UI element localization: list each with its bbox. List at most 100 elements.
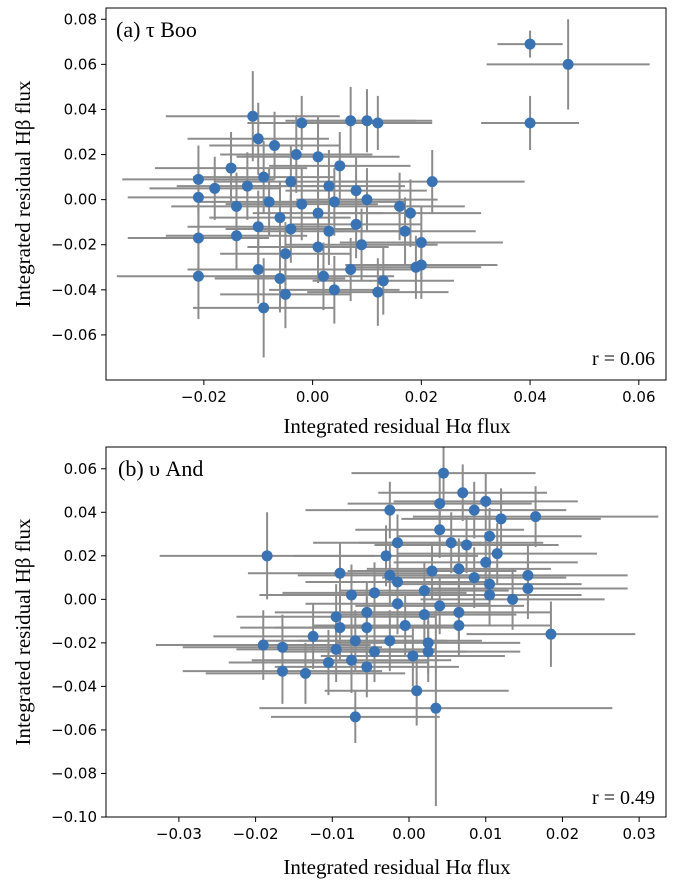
panel-b-point-39: [361, 622, 373, 634]
panel-b-x-axis-label: Integrated residual Hα flux: [283, 855, 511, 879]
panel-a-point-16: [209, 182, 221, 194]
panel-a-point-43: [192, 270, 204, 282]
panel-a-point-39: [312, 241, 324, 253]
panel-b: −0.03 −0.02 −0.01 0.00 0.01 0.02 0.03 −0.10−0.…: [11, 446, 667, 879]
panel-b-xtick-label-3: 0.00: [392, 825, 425, 843]
panel-a-axes-frame: [105, 7, 667, 381]
panel-b-point-38: [453, 619, 465, 631]
panel-b-point-17: [453, 563, 465, 575]
panel-b-point-6: [495, 513, 507, 525]
panel-a-xtick-label-2: 0.02: [405, 388, 438, 406]
panel-b-point-58: [430, 702, 442, 714]
panel-b-correlation: r = 0.49: [592, 787, 655, 809]
panel-a-xtick-label-4: 0.06: [622, 388, 655, 406]
panel-a-errorbars: [116, 19, 650, 358]
panel-a-point-44: [252, 264, 264, 276]
panel-a-point-10: [225, 162, 237, 174]
panel-a-point-34: [323, 225, 335, 237]
panel-a-point-27: [361, 194, 373, 206]
panel-a-points: [192, 38, 574, 314]
panel-a-point-33: [285, 223, 297, 235]
panel-b-point-23: [522, 582, 534, 594]
panel-b-ytick-label-4: −0.02: [51, 634, 97, 652]
panel-a-ytick-label-0: −0.06: [51, 326, 97, 344]
panel-a-point-7: [296, 117, 308, 129]
panel-b-point-25: [392, 576, 404, 588]
panel-b-ytick-label-2: −0.06: [51, 721, 97, 739]
panel-a-ytick-label-3: 0.00: [64, 191, 97, 209]
panel-b-point-54: [361, 661, 373, 673]
panel-b-xtick-label-6: 0.03: [622, 825, 655, 843]
panel-a-point-28: [394, 200, 406, 212]
panel-b-point-5: [468, 504, 480, 516]
panel-a: −0.02 0.00 0.02 0.04 0.06 −0.06 −0.04 −0.02 0.0…: [11, 7, 667, 438]
panel-a-point-37: [230, 230, 242, 242]
panel-a-point-35: [350, 218, 362, 230]
panel-b-point-2: [480, 495, 492, 507]
panel-a-point-20: [350, 185, 362, 197]
panel-a-correlation: r = 0.06: [592, 348, 655, 370]
panel-b-point-29: [507, 593, 519, 605]
panel-b-point-21: [468, 572, 480, 584]
panel-a-point-45: [274, 273, 286, 285]
panel-a-point-2: [524, 117, 536, 129]
panel-b-point-36: [453, 606, 465, 618]
panel-b-point-3: [434, 498, 446, 510]
panel-a-x-axis-label: Integrated residual Hα flux: [283, 414, 511, 438]
panel-b-point-47: [276, 641, 288, 653]
panel-b-point-41: [307, 630, 319, 642]
panel-a-point-21: [426, 176, 438, 188]
panel-b-point-48: [330, 643, 342, 655]
panel-a-point-38: [192, 232, 204, 244]
panel-b-point-59: [349, 711, 361, 723]
panel-a-point-18: [285, 176, 297, 188]
panel-b-xtick-label-1: −0.02: [233, 825, 279, 843]
panel-b-ytick-label-6: 0.02: [64, 547, 97, 565]
panel-a-point-13: [334, 160, 346, 172]
panel-a-point-15: [192, 173, 204, 185]
panel-b-point-28: [345, 589, 357, 601]
panel-b-point-16: [480, 556, 492, 568]
panel-a-point-9: [269, 140, 281, 152]
panel-b-point-45: [545, 628, 557, 640]
panel-b-xtick-label-2: −0.01: [309, 825, 355, 843]
panel-b-x-ticks: −0.03 −0.02 −0.01 0.00 0.01 0.02 0.03: [156, 817, 656, 843]
panel-a-point-50: [415, 259, 427, 271]
panel-a-point-5: [361, 115, 373, 127]
panel-a-point-30: [274, 212, 286, 224]
panel-b-point-26: [368, 587, 380, 599]
panel-b-xtick-label-5: 0.02: [546, 825, 579, 843]
panel-a-ytick-label-2: −0.02: [51, 236, 97, 254]
panel-a-point-29: [404, 207, 416, 219]
panel-b-y-axis-label: Integrated residual Hβ flux: [11, 518, 35, 746]
panel-a-point-47: [345, 264, 357, 276]
panel-b-ytick-label-1: −0.08: [51, 764, 97, 782]
panel-b-points: [257, 467, 557, 723]
panel-b-point-13: [380, 550, 392, 562]
panel-a-point-42: [279, 248, 291, 260]
panel-a-point-53: [279, 288, 291, 300]
panel-b-point-37: [399, 619, 411, 631]
panel-a-title: (a) τ Boo: [116, 17, 197, 42]
panel-a-point-52: [372, 286, 384, 298]
panel-a-xtick-label-1: 0.00: [296, 388, 329, 406]
panel-b-point-1: [457, 487, 469, 499]
panel-b-point-7: [530, 511, 542, 523]
panel-b-point-40: [334, 622, 346, 634]
panel-b-point-34: [330, 611, 342, 623]
panel-b-point-18: [426, 565, 438, 577]
panel-b-point-35: [418, 609, 430, 621]
panel-b-ytick-label-0: −0.10: [51, 808, 97, 826]
panel-b-point-30: [484, 589, 496, 601]
panel-b-point-42: [349, 635, 361, 647]
panel-b-point-32: [392, 598, 404, 610]
panel-b-point-55: [276, 665, 288, 677]
panel-b-point-27: [418, 585, 430, 597]
panel-b-ytick-label-5: 0.00: [64, 590, 97, 608]
panel-b-point-12: [461, 539, 473, 551]
panel-a-point-31: [312, 207, 324, 219]
panel-a-x-ticks: −0.02 0.00 0.02 0.04 0.06: [181, 380, 656, 406]
panel-a-point-11: [290, 149, 302, 161]
panel-b-point-44: [422, 637, 434, 649]
panel-b-xtick-label-0: −0.03: [156, 825, 202, 843]
